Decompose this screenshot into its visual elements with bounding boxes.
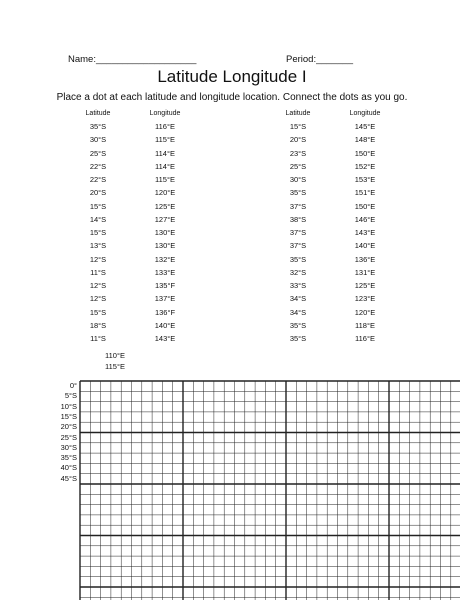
latitude-cell: 37°S	[289, 241, 307, 251]
latitude-cell: 34°S	[289, 307, 307, 317]
longitude-cell: 114°E	[155, 161, 175, 171]
longitude-cell: 146°E	[354, 214, 376, 224]
column-header: Longitude	[349, 110, 381, 117]
latitude-cell: 12°S	[89, 254, 107, 264]
longitude-label: 110°E	[105, 351, 125, 360]
longitude-cell: 150°E	[354, 201, 376, 211]
latitude-cell: 22°S	[89, 161, 107, 171]
longitude-cell: 136°F	[154, 307, 176, 317]
column-header: Longitude	[149, 110, 181, 117]
longitude-cell: 143°E	[354, 228, 376, 237]
latitude-cell: 20°S	[89, 188, 107, 198]
longitude-cell: 115°E	[155, 175, 175, 184]
longitude-cell: 130°E	[154, 241, 176, 251]
latitude-cell: 11°S	[90, 267, 106, 277]
latitude-cell: 25°S	[289, 161, 307, 171]
latitude-cell: 11°S	[90, 334, 106, 343]
latitude-cell: 12°S	[89, 294, 107, 304]
latitude-label: 30°S	[60, 442, 77, 452]
longitude-cell: 127°E	[154, 214, 176, 224]
latitude-label: 0°	[69, 381, 77, 390]
title: Latitude Longitude I	[157, 67, 307, 86]
longitude-cell: 116°E	[155, 122, 175, 131]
longitude-cell: 125°E	[154, 201, 176, 211]
name-field: Name:___________________	[68, 54, 197, 65]
latitude-cell: 38°S	[289, 214, 307, 224]
latitude-label: 15°S	[60, 411, 77, 421]
longitude-cell: 118°E	[355, 320, 375, 330]
latitude-cell: 25°S	[89, 148, 107, 158]
latitude-cell: 12°S	[89, 281, 107, 290]
longitude-cell: 136°E	[354, 254, 376, 264]
latitude-cell: 33°S	[289, 281, 307, 290]
latitude-cell: 32°S	[289, 267, 307, 277]
longitude-cell: 114°E	[155, 148, 175, 158]
instructions: Place a dot at each latitude and longitu…	[56, 92, 408, 103]
latitude-cell: 13°S	[89, 241, 107, 251]
latitude-label: 25°S	[60, 432, 77, 442]
longitude-cell: 116°E	[355, 334, 375, 343]
longitude-cell: 140°E	[354, 241, 376, 251]
column-header: Latitude	[285, 110, 311, 117]
longitude-cell: 145°E	[354, 122, 376, 131]
latitude-cell: 15°S	[89, 307, 107, 317]
longitude-cell: 130°E	[154, 228, 176, 237]
period-field: Period:_______	[286, 54, 354, 65]
longitude-cell: 123°E	[354, 294, 376, 304]
longitude-cell: 133°E	[154, 267, 176, 277]
latitude-cell: 37°S	[289, 201, 307, 211]
latitude-cell: 15°S	[289, 122, 307, 131]
latitude-cell: 35°S	[289, 188, 307, 198]
longitude-cell: 153°E	[354, 175, 376, 184]
longitude-cell: 152°E	[354, 161, 376, 171]
longitude-cell: 131°E	[354, 267, 376, 277]
longitude-cell: 132°E	[154, 254, 176, 264]
latitude-cell: 35°S	[289, 254, 307, 264]
latitude-label: 5°S	[64, 391, 77, 401]
latitude-cell: 30°S	[89, 135, 107, 145]
latitude-cell: 20°S	[289, 135, 307, 145]
longitude-cell: 143°E	[154, 334, 176, 343]
latitude-label: 45°S	[60, 473, 77, 483]
latitude-cell: 18°S	[89, 320, 107, 330]
column-header: Latitude	[85, 110, 111, 117]
longitude-cell: 125°E	[354, 281, 376, 290]
longitude-cell: 120°E	[154, 188, 176, 198]
latitude-label: 10°S	[60, 401, 77, 411]
latitude-label: 35°S	[60, 453, 77, 463]
latitude-cell: 22°S	[89, 175, 107, 184]
latitude-cell: 35°S	[289, 334, 307, 343]
longitude-cell: 115°E	[155, 135, 175, 145]
latitude-label: 20°S	[60, 422, 77, 432]
latitude-cell: 30°S	[289, 175, 307, 184]
latitude-cell: 15°S	[89, 228, 107, 237]
latitude-cell: 23°S	[289, 148, 307, 158]
latitude-cell: 14°S	[89, 214, 107, 224]
latitude-cell: 35°S	[289, 320, 307, 330]
longitude-label: 115°E	[105, 362, 125, 371]
longitude-cell: 120°E	[354, 307, 376, 317]
latitude-cell: 15°S	[89, 201, 107, 211]
latitude-cell: 37°S	[289, 228, 307, 237]
longitude-cell: 140°E	[154, 320, 176, 330]
latitude-label: 40°S	[60, 463, 77, 473]
latitude-cell: 35°S	[89, 122, 107, 131]
latitude-cell: 34°S	[289, 294, 307, 304]
longitude-cell: 150°E	[354, 148, 376, 158]
longitude-cell: 151°E	[354, 188, 376, 198]
longitude-cell: 137°E	[154, 294, 176, 304]
longitude-cell: 135°F	[154, 281, 176, 290]
longitude-cell: 148°E	[354, 135, 376, 145]
